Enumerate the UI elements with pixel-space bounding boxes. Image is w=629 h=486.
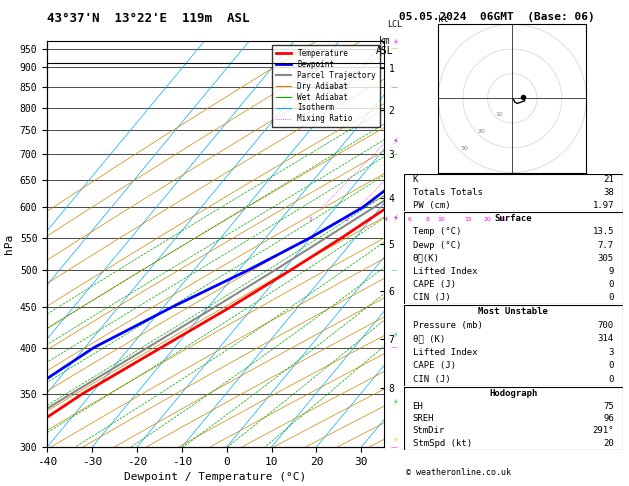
Text: km: km (379, 36, 391, 47)
Text: PW (cm): PW (cm) (413, 201, 450, 209)
Text: 0: 0 (609, 279, 614, 289)
Text: 96: 96 (603, 414, 614, 423)
Text: ASL: ASL (376, 46, 394, 56)
Text: 314: 314 (598, 334, 614, 343)
Text: —: — (391, 46, 398, 52)
Text: —: — (391, 444, 398, 450)
Text: 9: 9 (609, 267, 614, 276)
Text: 05.05.2024  06GMT  (Base: 06): 05.05.2024 06GMT (Base: 06) (399, 12, 595, 22)
Text: ⚡: ⚡ (392, 136, 398, 145)
Text: Temp (°C): Temp (°C) (413, 227, 461, 237)
Text: 20: 20 (483, 217, 491, 222)
Text: 1.97: 1.97 (593, 201, 614, 209)
Text: 10: 10 (438, 217, 445, 222)
Text: 4: 4 (384, 217, 387, 222)
Text: 21: 21 (603, 175, 614, 184)
Text: ⚡: ⚡ (392, 397, 398, 406)
Text: 15: 15 (464, 217, 472, 222)
Text: 0: 0 (609, 375, 614, 384)
Text: Dewp (°C): Dewp (°C) (413, 241, 461, 249)
Text: 13.5: 13.5 (593, 227, 614, 237)
Text: 0: 0 (609, 362, 614, 370)
Text: —: — (391, 267, 398, 274)
Text: 0: 0 (609, 293, 614, 302)
Text: 2: 2 (345, 217, 348, 222)
Text: ⚡: ⚡ (392, 37, 398, 46)
Text: Pressure (mb): Pressure (mb) (413, 321, 482, 330)
Text: CAPE (J): CAPE (J) (413, 279, 455, 289)
Text: Totals Totals: Totals Totals (413, 188, 482, 197)
Legend: Temperature, Dewpoint, Parcel Trajectory, Dry Adiabat, Wet Adiabat, Isotherm, Mi: Temperature, Dewpoint, Parcel Trajectory… (272, 45, 380, 127)
Text: 20: 20 (603, 439, 614, 448)
Text: 3: 3 (609, 348, 614, 357)
Text: CIN (J): CIN (J) (413, 293, 450, 302)
Text: 43°37'N  13°22'E  119m  ASL: 43°37'N 13°22'E 119m ASL (47, 12, 250, 25)
Text: 8: 8 (425, 217, 429, 222)
Text: 7.7: 7.7 (598, 241, 614, 249)
Text: 305: 305 (598, 254, 614, 262)
Text: Most Unstable: Most Unstable (478, 307, 548, 316)
Text: ⚡: ⚡ (392, 435, 398, 444)
Y-axis label: hPa: hPa (4, 234, 14, 254)
Text: θᴇ (K): θᴇ (K) (413, 334, 445, 343)
Text: kt: kt (438, 15, 449, 24)
Text: Surface: Surface (494, 214, 532, 224)
Text: 6: 6 (408, 217, 411, 222)
Text: 10: 10 (495, 112, 503, 117)
Text: 20: 20 (478, 129, 486, 134)
Text: Hodograph: Hodograph (489, 389, 537, 398)
Text: Lifted Index: Lifted Index (413, 348, 477, 357)
Text: 700: 700 (598, 321, 614, 330)
Text: EH: EH (413, 401, 423, 411)
Text: CAPE (J): CAPE (J) (413, 362, 455, 370)
Text: θᴇ(K): θᴇ(K) (413, 254, 440, 262)
Text: 75: 75 (603, 401, 614, 411)
Text: SREH: SREH (413, 414, 434, 423)
Text: —: — (391, 151, 398, 157)
Text: 3: 3 (367, 217, 371, 222)
Text: StmSpd (kt): StmSpd (kt) (413, 439, 472, 448)
Text: CIN (J): CIN (J) (413, 375, 450, 384)
Text: 25: 25 (498, 217, 506, 222)
X-axis label: Dewpoint / Temperature (°C): Dewpoint / Temperature (°C) (125, 472, 306, 483)
Text: ⚡: ⚡ (392, 213, 398, 223)
Text: 291°: 291° (593, 426, 614, 435)
Text: Lifted Index: Lifted Index (413, 267, 477, 276)
Text: 38: 38 (603, 188, 614, 197)
Text: LCL: LCL (387, 20, 403, 29)
Text: © weatheronline.co.uk: © weatheronline.co.uk (406, 469, 511, 477)
Text: —: — (391, 84, 398, 90)
Text: 1: 1 (309, 217, 313, 222)
Text: StmDir: StmDir (413, 426, 445, 435)
Text: ⚡: ⚡ (392, 330, 398, 339)
Text: K: K (413, 175, 418, 184)
Text: —: — (391, 345, 398, 350)
Text: 30: 30 (460, 146, 469, 151)
